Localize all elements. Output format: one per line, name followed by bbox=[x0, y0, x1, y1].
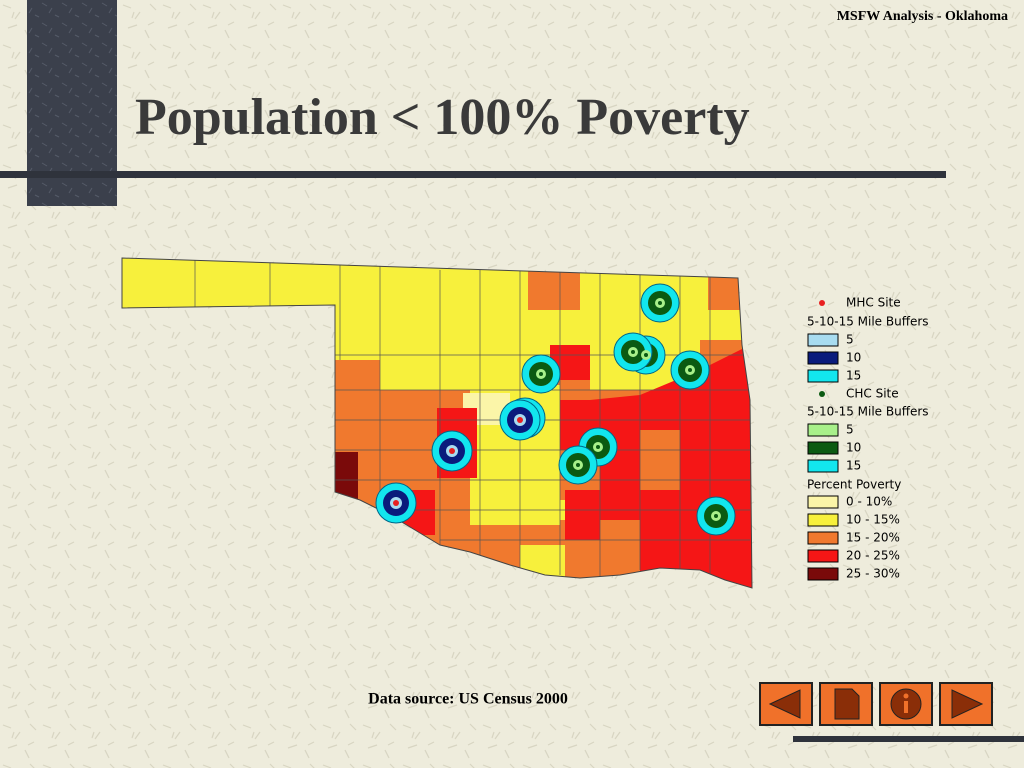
mhc-sites bbox=[375, 397, 546, 524]
legend-swatch bbox=[807, 549, 839, 563]
mhc-symbol bbox=[819, 300, 825, 306]
legend-label: 10 bbox=[846, 441, 861, 455]
legend-heading: Percent Poverty bbox=[807, 478, 901, 492]
legend-label: 0 - 10% bbox=[846, 495, 892, 509]
legend-swatch bbox=[807, 567, 839, 581]
state-outline bbox=[121, 257, 753, 589]
legend-label: 15 - 20% bbox=[846, 531, 900, 545]
legend-label: 10 bbox=[846, 351, 861, 365]
chc-sites bbox=[521, 283, 736, 536]
legend-swatch bbox=[807, 459, 839, 473]
legend-heading: CHC Site bbox=[846, 387, 899, 401]
title-rule bbox=[0, 171, 946, 178]
legend-label: 5 bbox=[846, 333, 854, 347]
legend-label: 15 bbox=[846, 459, 861, 473]
info-button[interactable] bbox=[879, 682, 933, 726]
legend: MHC Site 5-10-15 Mile Buffers 5 10 15 CH… bbox=[807, 296, 929, 581]
legend-label: 25 - 30% bbox=[846, 567, 900, 581]
legend-heading: 5-10-15 Mile Buffers bbox=[807, 315, 929, 329]
legend-swatch bbox=[807, 351, 839, 365]
footer-rule bbox=[793, 736, 1024, 742]
legend-swatch bbox=[807, 369, 839, 383]
legend-label: 10 - 15% bbox=[846, 513, 900, 527]
legend-swatch bbox=[807, 513, 839, 527]
legend-swatch bbox=[807, 333, 839, 347]
legend-heading: 5-10-15 Mile Buffers bbox=[807, 405, 929, 419]
legend-label: 5 bbox=[846, 423, 854, 437]
prev-button[interactable] bbox=[759, 682, 813, 726]
legend-swatch bbox=[807, 531, 839, 545]
slide-tag: MSFW Analysis - Oklahoma bbox=[837, 9, 1008, 24]
home-button[interactable] bbox=[819, 682, 873, 726]
legend-swatch bbox=[807, 495, 839, 509]
chc-symbol bbox=[819, 391, 825, 397]
legend-swatch bbox=[807, 423, 839, 437]
legend-heading: MHC Site bbox=[846, 296, 901, 310]
legend-label: 20 - 25% bbox=[846, 549, 900, 563]
slide-title: Population < 100% Poverty bbox=[135, 89, 750, 146]
legend-label: 15 bbox=[846, 369, 861, 383]
next-button[interactable] bbox=[939, 682, 993, 726]
legend-swatch bbox=[807, 441, 839, 455]
source-note: Data source: US Census 2000 bbox=[368, 691, 568, 708]
